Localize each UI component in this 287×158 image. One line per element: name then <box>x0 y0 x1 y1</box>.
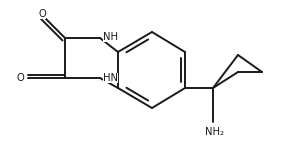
Text: HN: HN <box>103 73 118 83</box>
Text: O: O <box>16 73 24 83</box>
Text: NH₂: NH₂ <box>205 127 224 137</box>
Text: O: O <box>38 9 46 19</box>
Text: NH: NH <box>103 32 118 42</box>
